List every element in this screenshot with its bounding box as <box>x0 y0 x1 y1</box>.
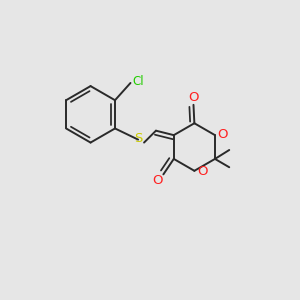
Text: S: S <box>134 132 142 145</box>
Text: Cl: Cl <box>132 75 144 88</box>
Text: O: O <box>188 91 199 104</box>
Text: O: O <box>218 128 228 141</box>
Text: O: O <box>197 165 207 178</box>
Text: O: O <box>152 174 163 187</box>
